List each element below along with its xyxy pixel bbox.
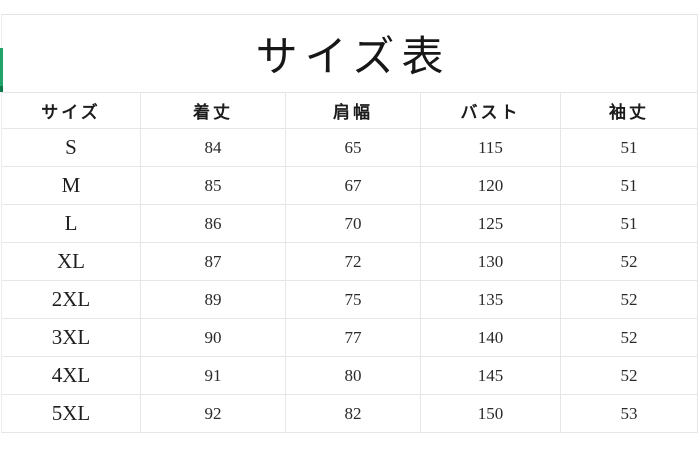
length-cell: 92 [141, 395, 286, 432]
shoulder-cell: 65 [286, 129, 421, 166]
shoulder-cell: 82 [286, 395, 421, 432]
bust-cell: 125 [421, 205, 561, 242]
column-header-shoulder: 肩幅 [286, 93, 421, 128]
size-cell: 2XL [2, 281, 141, 318]
column-header-size: サイズ [2, 93, 141, 128]
sleeve-cell: 52 [620, 289, 638, 309]
shoulder-cell: 80 [286, 357, 421, 394]
length-cell: 84 [141, 129, 286, 166]
shoulder-cell: 67 [286, 167, 421, 204]
sleeve-cell: 51 [620, 137, 638, 157]
size-chart-table: サイズ表 サイズ 着丈 肩幅 バスト 袖丈 S 84 65 115 51 M 8… [1, 14, 698, 433]
length-cell: 90 [141, 319, 286, 356]
bust-cell: 145 [421, 357, 561, 394]
table-row: M 85 67 120 51 [2, 167, 697, 205]
shoulder-cell: 70 [286, 205, 421, 242]
bust-cell: 115 [421, 129, 561, 166]
sleeve-cell: 52 [620, 365, 638, 385]
shoulder-cell: 75 [286, 281, 421, 318]
length-cell: 87 [141, 243, 286, 280]
sleeve-cell: 51 [620, 213, 638, 233]
bust-cell: 120 [421, 167, 561, 204]
length-cell: 91 [141, 357, 286, 394]
table-row: 3XL 90 77 140 52 [2, 319, 697, 357]
table-row: L 86 70 125 51 [2, 205, 697, 243]
size-cell: S [2, 129, 141, 166]
size-cell: XL [2, 243, 141, 280]
sleeve-cell: 52 [620, 251, 638, 271]
column-header-bust: バスト [421, 93, 561, 128]
size-cell: 3XL [2, 319, 141, 356]
length-cell: 85 [141, 167, 286, 204]
table-row: 2XL 89 75 135 52 [2, 281, 697, 319]
sleeve-cell: 51 [620, 175, 638, 195]
length-cell: 86 [141, 205, 286, 242]
table-row: S 84 65 115 51 [2, 129, 697, 167]
green-accent-bar [0, 48, 3, 86]
shoulder-cell: 72 [286, 243, 421, 280]
title-row: サイズ表 [2, 15, 697, 93]
size-cell: 5XL [2, 395, 141, 432]
size-cell: L [2, 205, 141, 242]
size-cell: 4XL [2, 357, 141, 394]
bust-cell: 130 [421, 243, 561, 280]
table-row: XL 87 72 130 52 [2, 243, 697, 281]
green-accent-bar-tip [0, 86, 3, 92]
column-header-sleeve: 袖丈 [609, 103, 649, 122]
table-header-row: サイズ 着丈 肩幅 バスト 袖丈 [2, 93, 697, 129]
table-row: 4XL 91 80 145 52 [2, 357, 697, 395]
shoulder-cell: 77 [286, 319, 421, 356]
table-row: 5XL 92 82 150 53 [2, 395, 697, 433]
size-cell: M [2, 167, 141, 204]
sleeve-cell: 52 [620, 327, 638, 347]
sleeve-cell: 53 [620, 403, 638, 423]
page-title: サイズ表 [255, 35, 451, 81]
bust-cell: 135 [421, 281, 561, 318]
column-header-length: 着丈 [141, 93, 286, 128]
bust-cell: 150 [421, 395, 561, 432]
bust-cell: 140 [421, 319, 561, 356]
length-cell: 89 [141, 281, 286, 318]
